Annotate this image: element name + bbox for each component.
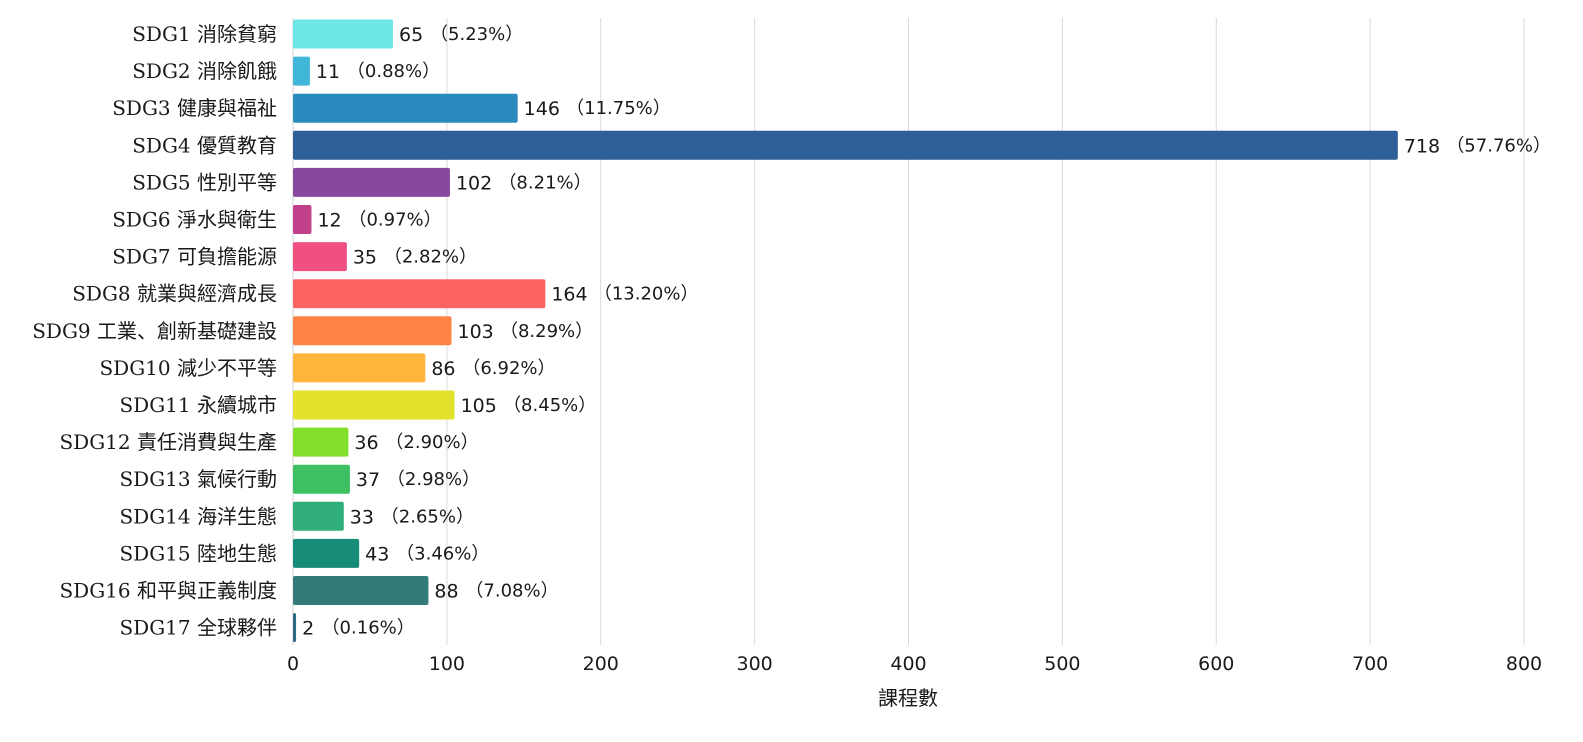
category-label: SDG2 消除飢餓: [132, 59, 277, 83]
category-label: SDG1 消除貧窮: [132, 22, 277, 46]
value-label: 105: [461, 395, 497, 417]
percent-label: （8.45%）: [503, 395, 596, 416]
category-label: SDG12 責任消費與生產: [59, 430, 277, 454]
value-label: 65: [399, 24, 423, 46]
category-label: SDG11 永續城市: [119, 393, 277, 417]
value-label: 2: [302, 618, 314, 640]
value-label: 164: [551, 284, 587, 306]
x-tick-label: 300: [736, 653, 772, 675]
bar: [293, 279, 546, 309]
bar: [293, 205, 312, 234]
category-label: SDG17 全球夥伴: [119, 616, 277, 640]
bar: [293, 130, 1398, 160]
bar: [293, 93, 518, 123]
bar: [293, 613, 297, 643]
axis-layer: 0 100 200 300 400 500 600 700 800: [287, 653, 1542, 675]
bar: [293, 56, 310, 86]
percent-label: （0.16%）: [322, 618, 415, 639]
value-label: 11: [316, 61, 340, 83]
value-label: 146: [524, 98, 560, 120]
bar: [293, 242, 347, 272]
category-label: SDG15 陸地生態: [119, 541, 277, 565]
category-label: SDG4 優質教育: [132, 133, 277, 157]
percent-label: （2.82%）: [384, 247, 477, 268]
value-label: 12: [317, 210, 341, 232]
percent-label: （0.97%）: [348, 210, 441, 231]
percent-label: （3.46%）: [396, 543, 489, 564]
bar: [293, 353, 426, 383]
category-label: SDG9 工業、創新基礎建設: [32, 319, 277, 343]
percent-label: （57.76%）: [1446, 135, 1551, 156]
x-tick-label: 500: [1044, 653, 1080, 675]
percent-label: （2.90%）: [385, 432, 478, 453]
bar: [293, 464, 350, 494]
category-label: SDG14 海洋生態: [119, 504, 277, 528]
label-layer: SDG1 消除貧窮 65 （5.23%） SDG2 消除飢餓 11 （0.88%） SDG3…: [32, 22, 1551, 640]
value-label: 88: [434, 581, 458, 603]
category-label: SDG16 和平與正義制度: [59, 579, 277, 603]
percent-label: （2.98%）: [387, 469, 480, 490]
value-label: 43: [365, 543, 389, 565]
percent-label: （13.20%）: [594, 284, 699, 305]
x-tick-label: 700: [1352, 653, 1388, 675]
bar: [293, 576, 429, 605]
percent-label: （2.65%）: [381, 506, 474, 527]
category-label: SDG8 就業與經濟成長: [72, 282, 277, 306]
category-label: SDG10 減少不平等: [99, 356, 277, 380]
category-label: SDG6 淨水與衛生: [112, 208, 277, 232]
bar: [293, 167, 450, 197]
percent-label: （7.08%）: [465, 581, 558, 602]
value-label: 37: [356, 469, 380, 491]
percent-label: （0.88%）: [347, 61, 440, 82]
category-label: SDG13 氣候行動: [119, 467, 277, 491]
x-axis-title: 課程數: [878, 686, 938, 710]
category-label: SDG3 健康與福祉: [112, 96, 277, 120]
bar: [293, 19, 394, 49]
value-label: 103: [457, 321, 493, 343]
x-tick-label: 200: [583, 653, 619, 675]
percent-label: （8.29%）: [500, 321, 593, 342]
category-label: SDG7 可負擔能源: [112, 245, 277, 269]
value-label: 86: [431, 358, 455, 380]
value-label: 718: [1404, 135, 1440, 157]
value-label: 102: [456, 172, 492, 194]
x-tick-label: 600: [1198, 653, 1234, 675]
bar: [293, 538, 360, 568]
bar: [293, 427, 349, 457]
x-tick-label: 800: [1506, 653, 1542, 675]
x-tick-label: 400: [890, 653, 926, 675]
percent-label: （11.75%）: [566, 98, 671, 119]
value-label: 36: [354, 432, 378, 454]
category-label: SDG5 性別平等: [132, 170, 277, 194]
percent-label: （6.92%）: [462, 358, 555, 379]
bar: [293, 316, 452, 346]
bar-layer: [293, 19, 1398, 643]
x-tick-label: 0: [287, 653, 299, 675]
percent-label: （5.23%）: [430, 24, 523, 45]
x-tick-label: 100: [429, 653, 465, 675]
value-label: 33: [350, 506, 374, 528]
bar: [293, 501, 344, 531]
value-label: 35: [353, 247, 377, 269]
percent-label: （8.21%）: [498, 172, 591, 193]
bar: [293, 390, 455, 420]
